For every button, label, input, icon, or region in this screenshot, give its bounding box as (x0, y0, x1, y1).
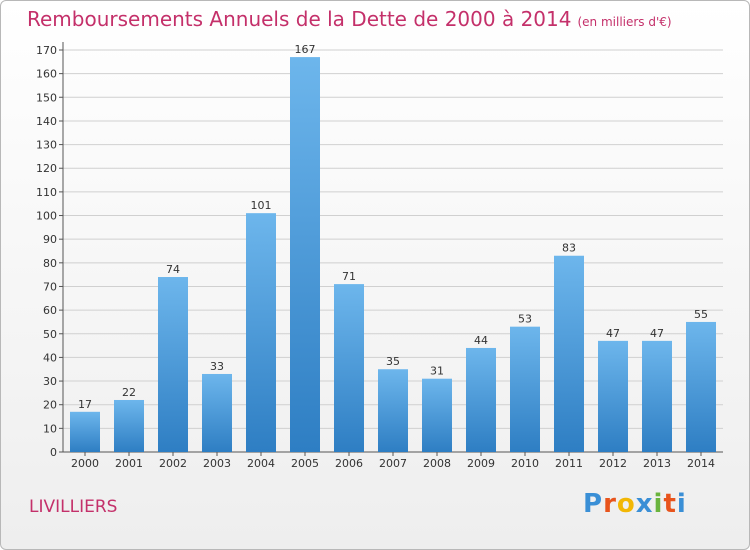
bar-2007 (378, 369, 408, 452)
data-label-2011: 83 (562, 242, 576, 255)
bar-2001 (114, 399, 144, 452)
chart-title: Remboursements Annuels de la Dette de 20… (27, 7, 672, 31)
y-tick-label-40: 40 (43, 351, 57, 364)
logo-letter: i (676, 489, 687, 519)
data-label-2000: 17 (78, 398, 92, 411)
y-tick-label-70: 70 (43, 280, 57, 293)
y-tick-label-150: 150 (36, 91, 57, 104)
logo-letter: t (663, 489, 677, 519)
data-label-2002: 74 (166, 263, 180, 276)
bar-2011 (554, 255, 584, 452)
data-label-2010: 53 (518, 313, 532, 326)
commune-name: LIVILLIERS (29, 497, 118, 517)
x-tick-label-2007: 2007 (379, 457, 407, 470)
logo-letter: o (616, 489, 636, 519)
x-tick-label-2002: 2002 (159, 457, 187, 470)
x-tick-label-2009: 2009 (467, 457, 495, 470)
x-tick-label-2010: 2010 (511, 457, 539, 470)
y-tick-label-10: 10 (43, 422, 57, 435)
y-tick-label-50: 50 (43, 328, 57, 341)
x-tick-label-2012: 2012 (599, 457, 627, 470)
y-tick-label-30: 30 (43, 375, 57, 388)
bar-2000 (70, 411, 100, 452)
y-tick-label-140: 140 (36, 115, 57, 128)
logo-letter: r (603, 489, 617, 519)
y-tick-label-20: 20 (43, 399, 57, 412)
data-label-2012: 47 (606, 327, 620, 340)
data-label-2013: 47 (650, 327, 664, 340)
y-tick-label-90: 90 (43, 233, 57, 246)
bar-2010 (510, 326, 540, 452)
x-tick-label-2011: 2011 (555, 457, 583, 470)
data-label-2003: 33 (210, 360, 224, 373)
x-tick-label-2008: 2008 (423, 457, 451, 470)
x-tick-label-2014: 2014 (687, 457, 715, 470)
bar-2012 (598, 340, 628, 452)
bar-2004 (246, 213, 276, 452)
bar-2014 (686, 321, 716, 452)
data-label-2004: 101 (251, 199, 272, 212)
y-tick-label-160: 160 (36, 68, 57, 81)
y-tick-label-80: 80 (43, 257, 57, 270)
data-label-2007: 35 (386, 355, 400, 368)
data-label-2001: 22 (122, 386, 136, 399)
chart-title-text: Remboursements Annuels de la Dette de 20… (27, 7, 572, 31)
data-label-2009: 44 (474, 334, 488, 347)
y-tick-label-170: 170 (36, 44, 57, 57)
bar-2008 (422, 378, 452, 452)
x-tick-label-2001: 2001 (115, 457, 143, 470)
bar-2003 (202, 373, 232, 452)
y-tick-label-130: 130 (36, 139, 57, 152)
x-tick-label-2006: 2006 (335, 457, 363, 470)
data-label-2005: 167 (295, 43, 316, 56)
x-tick-label-2013: 2013 (643, 457, 671, 470)
bar-2013 (642, 340, 672, 452)
chart-unit: (en milliers d'€) (577, 15, 672, 29)
logo-letter: P (583, 489, 604, 519)
bar-2006 (334, 284, 364, 452)
x-tick-label-2000: 2000 (71, 457, 99, 470)
data-label-2006: 71 (342, 270, 356, 283)
bar-2005 (290, 57, 320, 452)
y-tick-label-120: 120 (36, 162, 57, 175)
logo-letter: x (635, 489, 654, 519)
y-tick-label-100: 100 (36, 210, 57, 223)
x-tick-label-2003: 2003 (203, 457, 231, 470)
bar-2002 (158, 277, 188, 452)
x-tick-label-2005: 2005 (291, 457, 319, 470)
y-tick-label-60: 60 (43, 304, 57, 317)
proxiti-logo: Proxiti (583, 489, 687, 519)
logo-letter: i (653, 489, 664, 519)
x-tick-label-2004: 2004 (247, 457, 275, 470)
data-label-2014: 55 (694, 308, 708, 321)
data-label-2008: 31 (430, 365, 444, 378)
y-tick-label-0: 0 (50, 446, 57, 459)
bar-2009 (466, 347, 496, 452)
y-tick-label-110: 110 (36, 186, 57, 199)
